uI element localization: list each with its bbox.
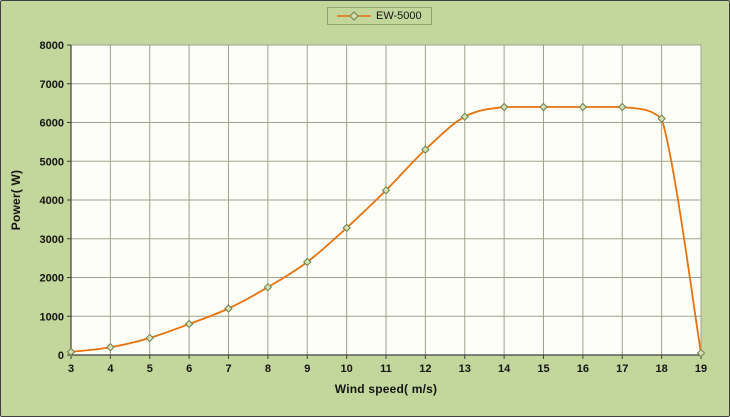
series-marker	[106, 343, 115, 352]
chart-legend: EW-5000	[327, 7, 432, 25]
series-marker	[460, 112, 469, 121]
x-axis-title: Wind speed( m/s)	[334, 382, 438, 396]
legend-label: EW-5000	[376, 10, 422, 22]
series-marker	[618, 102, 627, 112]
x-tick-label: 9	[304, 363, 310, 375]
x-tick-label: 6	[186, 363, 192, 375]
y-tick-label: 3000	[40, 234, 64, 246]
y-tick-label: 2000	[40, 273, 64, 285]
series-marker	[578, 102, 588, 112]
series-marker	[184, 319, 194, 329]
x-tick-label: 5	[147, 363, 153, 375]
y-tick-label: 6000	[40, 118, 64, 130]
series-marker	[696, 348, 706, 358]
x-tick-label: 3	[68, 363, 74, 375]
x-tick-label: 4	[107, 363, 114, 375]
y-tick-label: 1000	[40, 311, 64, 323]
series-marker	[263, 282, 273, 292]
legend-marker-icon	[337, 11, 371, 21]
x-tick-label: 14	[498, 363, 511, 375]
x-tick-label: 7	[225, 363, 231, 375]
x-tick-label: 15	[537, 363, 549, 375]
series-marker	[224, 304, 233, 313]
series-marker	[342, 223, 351, 233]
y-axis-title: Power( W)	[9, 169, 23, 231]
series-marker	[381, 186, 391, 195]
x-tick-label: 8	[265, 363, 271, 375]
x-tick-label: 11	[380, 363, 392, 375]
series-marker	[145, 333, 154, 343]
y-tick-label: 8000	[40, 40, 64, 52]
x-tick-label: 18	[656, 363, 668, 375]
x-tick-label: 10	[341, 363, 353, 375]
series-marker	[657, 114, 666, 123]
series-marker	[421, 145, 430, 154]
series-marker	[303, 257, 312, 267]
x-tick-label: 17	[616, 363, 628, 375]
x-tick-label: 13	[459, 363, 471, 375]
y-tick-label: 7000	[40, 79, 64, 91]
x-tick-label: 19	[695, 363, 707, 375]
y-tick-label: 5000	[40, 156, 64, 168]
x-tick-label: 16	[577, 363, 589, 375]
x-tick-label: 12	[419, 363, 431, 375]
series-marker	[539, 102, 548, 112]
series-marker	[499, 102, 509, 112]
series-marker	[66, 347, 76, 357]
y-tick-label: 4000	[40, 195, 64, 207]
y-tick-label: 0	[58, 350, 64, 362]
